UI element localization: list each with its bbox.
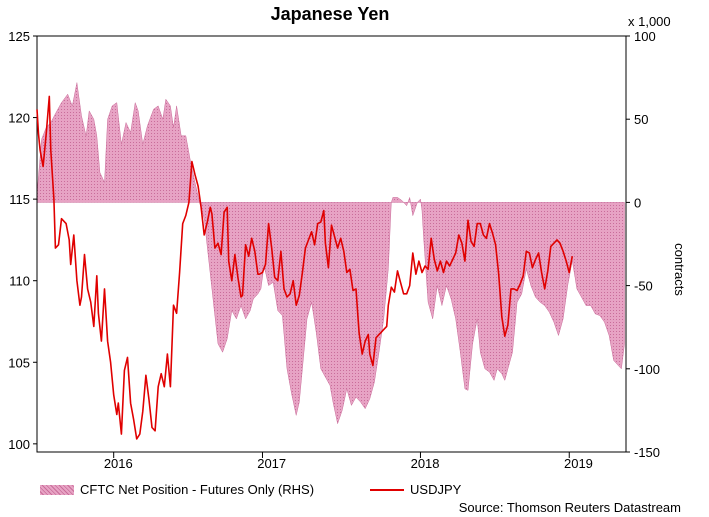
left-tick-label: 100 (8, 437, 30, 452)
right-tick-label: -100 (634, 362, 660, 377)
left-tick-label: 110 (9, 274, 30, 289)
source-note: Source: Thomson Reuters Datastream (458, 500, 681, 515)
legend: CFTC Net Position - Futures Only (RHS) U… (40, 482, 461, 497)
right-axis-unit: x 1,000 (628, 14, 671, 29)
cftc-area (36, 82, 625, 425)
x-tick-label: 2019 (564, 456, 593, 471)
legend-line-swatch (370, 488, 405, 491)
left-tick-label: 115 (9, 192, 30, 207)
left-tick-label: 105 (8, 355, 30, 370)
legend-area-swatch (40, 484, 74, 495)
x-tick-label: 2016 (104, 456, 133, 471)
right-tick-label: -150 (634, 445, 660, 460)
x-tick-label: 2017 (257, 456, 286, 471)
right-tick-label: -50 (634, 279, 653, 294)
left-tick-label: 125 (8, 29, 30, 44)
right-tick-label: 50 (634, 112, 648, 127)
usdjpy-line (36, 95, 574, 440)
left-tick-label: 120 (8, 111, 30, 126)
right-tick-label: 100 (634, 29, 656, 44)
right-tick-label: 0 (634, 195, 641, 210)
plot-frame (36, 35, 627, 453)
legend-label-usdjpy: USDJPY (410, 482, 462, 497)
legend-label-cftc: CFTC Net Position - Futures Only (RHS) (80, 482, 315, 497)
x-tick-label: 2018 (411, 456, 440, 471)
chart-title: Japanese Yen (270, 4, 390, 24)
